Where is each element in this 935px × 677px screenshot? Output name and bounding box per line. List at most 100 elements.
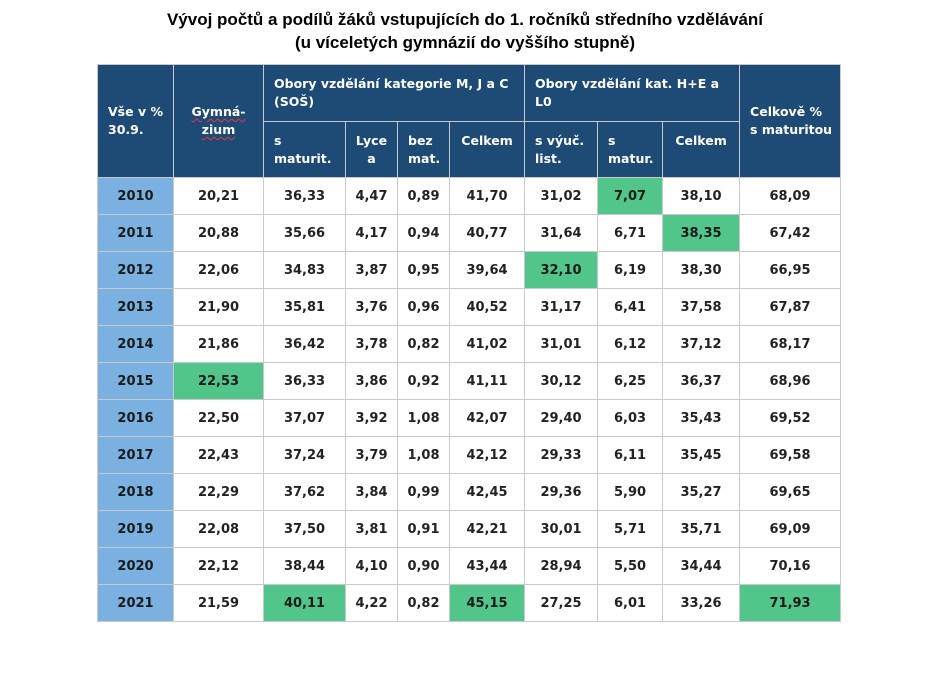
header-celkem-hel: Celkem xyxy=(662,121,741,178)
header-bez-mat: bez mat. xyxy=(397,121,450,178)
value-cell-bez-mat: 0,99 xyxy=(397,473,450,511)
value-cell-bez-mat: 0,89 xyxy=(397,177,450,215)
value-cell-total: 69,09 xyxy=(739,510,842,548)
value-cell-celkem-mjc: 43,44 xyxy=(448,547,526,585)
value-cell-lycea: 3,92 xyxy=(345,399,398,437)
value-cell-total: 68,17 xyxy=(739,325,842,363)
value-cell-s-matur: 6,71 xyxy=(597,214,664,252)
value-cell-s-maturit: 37,24 xyxy=(263,436,346,474)
header-s-matur: s matur. xyxy=(597,121,664,178)
value-cell-total: 69,65 xyxy=(739,473,842,511)
value-cell-lycea: 3,78 xyxy=(345,325,398,363)
header-corner-line2: 30.9. xyxy=(108,122,144,137)
value-cell-total: 67,87 xyxy=(739,288,842,326)
value-cell-total: 71,93 xyxy=(739,584,842,622)
value-cell-s-matur: 6,11 xyxy=(597,436,664,474)
year-cell: 2018 xyxy=(97,473,174,511)
header-gymnazium: Gymná- zium xyxy=(173,64,264,178)
header-celkem-hel-label: Celkem xyxy=(675,132,727,148)
value-cell-bez-mat: 0,95 xyxy=(397,251,450,289)
value-cell-bez-mat: 1,08 xyxy=(397,399,450,437)
value-cell-s-matur: 7,07 xyxy=(597,177,664,215)
value-cell-celkem-hel: 34,44 xyxy=(662,547,741,585)
value-cell-s-maturit: 36,42 xyxy=(263,325,346,363)
header-gymnazium-line1: Gymná- xyxy=(191,104,246,119)
value-cell-celkem-hel: 35,43 xyxy=(662,399,741,437)
value-cell-bez-mat: 0,90 xyxy=(397,547,450,585)
value-cell-total: 68,96 xyxy=(739,362,842,400)
year-cell: 2016 xyxy=(97,399,174,437)
value-cell-s-matur: 6,19 xyxy=(597,251,664,289)
value-cell-s-vyuc: 30,01 xyxy=(524,510,599,548)
value-cell-celkem-hel: 35,27 xyxy=(662,473,741,511)
value-cell-s-vyuc: 31,64 xyxy=(524,214,599,252)
value-cell-s-matur: 6,12 xyxy=(597,325,664,363)
value-cell-lycea: 4,47 xyxy=(345,177,398,215)
year-cell: 2013 xyxy=(97,288,174,326)
table-row: 2015 22,53 36,33 3,86 0,92 41,11 30,12 6,25 36,3… xyxy=(97,362,842,400)
header-celkem-mjc: Celkem xyxy=(448,121,526,178)
value-cell-s-maturit: 38,44 xyxy=(263,547,346,585)
table-row: 2011 20,88 35,66 4,17 0,94 40,77 31,64 6,71 38,3… xyxy=(97,214,842,252)
value-cell-s-maturit: 37,07 xyxy=(263,399,346,437)
header-corner: Vše v % 30.9. xyxy=(97,64,174,178)
value-cell-total: 70,16 xyxy=(739,547,842,585)
value-cell-gymnazium: 22,53 xyxy=(173,362,264,400)
header-s-maturit: s maturit. xyxy=(263,121,346,178)
year-cell: 2011 xyxy=(97,214,174,252)
table-row: 2019 22,08 37,50 3,81 0,91 42,21 30,01 5,71 35,7… xyxy=(97,510,842,548)
value-cell-s-vyuc: 31,17 xyxy=(524,288,599,326)
table-row: 2016 22,50 37,07 3,92 1,08 42,07 29,40 6,03 35,4… xyxy=(97,399,842,437)
value-cell-s-matur: 5,50 xyxy=(597,547,664,585)
data-table: Vše v % 30.9. Gymná- zium Obory vzdělání… xyxy=(97,64,842,622)
value-cell-bez-mat: 0,94 xyxy=(397,214,450,252)
value-cell-bez-mat: 0,82 xyxy=(397,584,450,622)
header-s-vyuc-line2: list. xyxy=(535,150,562,166)
header-bez-mat-line2: mat. xyxy=(408,150,441,166)
value-cell-gymnazium: 22,29 xyxy=(173,473,264,511)
year-cell: 2015 xyxy=(97,362,174,400)
value-cell-bez-mat: 0,82 xyxy=(397,325,450,363)
header-celkem-mjc-label: Celkem xyxy=(461,132,513,148)
value-cell-gymnazium: 22,08 xyxy=(173,510,264,548)
value-cell-celkem-hel: 36,37 xyxy=(662,362,741,400)
header-gymnazium-line2: zium xyxy=(201,122,236,137)
value-cell-lycea: 3,87 xyxy=(345,251,398,289)
table-row: 2021 21,59 40,11 4,22 0,82 45,15 27,25 6,01 33,2… xyxy=(97,584,842,622)
value-cell-total: 69,52 xyxy=(739,399,842,437)
value-cell-celkem-hel: 33,26 xyxy=(662,584,741,622)
year-cell: 2021 xyxy=(97,584,174,622)
value-cell-s-matur: 6,25 xyxy=(597,362,664,400)
value-cell-lycea: 4,22 xyxy=(345,584,398,622)
value-cell-s-maturit: 37,62 xyxy=(263,473,346,511)
value-cell-celkem-mjc: 40,52 xyxy=(448,288,526,326)
value-cell-s-vyuc: 30,12 xyxy=(524,362,599,400)
value-cell-lycea: 3,81 xyxy=(345,510,398,548)
value-cell-s-vyuc: 31,02 xyxy=(524,177,599,215)
value-cell-celkem-hel: 37,12 xyxy=(662,325,741,363)
header-lycea: Lyce a xyxy=(345,121,398,178)
value-cell-gymnazium: 21,86 xyxy=(173,325,264,363)
value-cell-s-matur: 6,41 xyxy=(597,288,664,326)
year-cell: 2012 xyxy=(97,251,174,289)
header-s-vyuc: s výuč. list. xyxy=(524,121,599,178)
value-cell-lycea: 4,17 xyxy=(345,214,398,252)
table-row: 2012 22,06 34,83 3,87 0,95 39,64 32,10 6,19 38,3… xyxy=(97,251,842,289)
value-cell-s-vyuc: 29,33 xyxy=(524,436,599,474)
value-cell-gymnazium: 21,59 xyxy=(173,584,264,622)
value-cell-gymnazium: 22,12 xyxy=(173,547,264,585)
value-cell-celkem-mjc: 39,64 xyxy=(448,251,526,289)
value-cell-s-matur: 5,71 xyxy=(597,510,664,548)
value-cell-celkem-mjc: 40,77 xyxy=(448,214,526,252)
value-cell-s-maturit: 34,83 xyxy=(263,251,346,289)
value-cell-celkem-hel: 35,71 xyxy=(662,510,741,548)
table-row: 2020 22,12 38,44 4,10 0,90 43,44 28,94 5,50 34,4… xyxy=(97,547,842,585)
header-row-1: Vše v % 30.9. Gymná- zium Obory vzdělání… xyxy=(97,64,842,178)
value-cell-celkem-hel: 37,58 xyxy=(662,288,741,326)
value-cell-celkem-mjc: 45,15 xyxy=(448,584,526,622)
header-total: Celkově % s maturitou xyxy=(739,64,842,178)
value-cell-gymnazium: 22,06 xyxy=(173,251,264,289)
value-cell-s-maturit: 36,33 xyxy=(263,362,346,400)
value-cell-celkem-hel: 38,35 xyxy=(662,214,741,252)
chart-title-line1: Vývoj počtů a podílů žáků vstupujících d… xyxy=(166,10,764,29)
